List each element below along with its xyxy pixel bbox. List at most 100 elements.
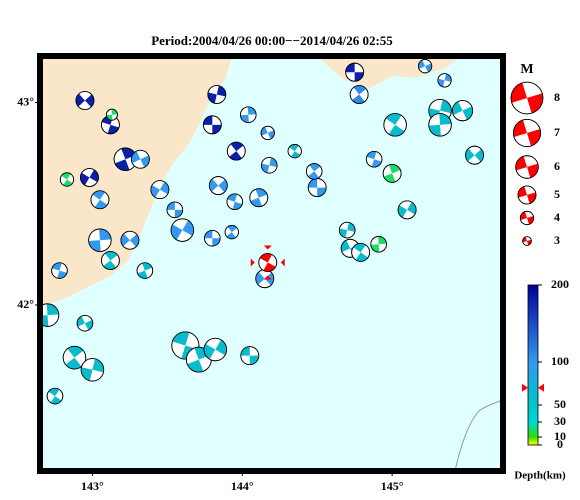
ball-quadrant [388,124,405,137]
focal-mechanism [240,346,260,366]
legend-label: 5 [554,187,560,201]
legend-ball [519,210,535,226]
legend-title: M [520,62,533,77]
focal-mechanism [202,115,222,135]
ball-quadrant [230,142,244,152]
ball-quadrant [462,106,473,120]
ball-edge [75,91,95,110]
ball-edge [101,251,120,270]
focal-mechanism [150,180,170,200]
focal-mechanism [437,73,452,88]
ball-quadrant [75,93,85,107]
ball-quadrant [88,240,101,252]
ball-edge [208,176,228,195]
ball-quadrant [131,151,141,164]
x-tick-label: 144° [231,479,254,493]
focal-mechanism [260,125,275,141]
ball-quadrant [209,178,219,192]
focal-mechanism [51,262,68,279]
ball-quadrant [354,72,364,82]
focal-mechanism [417,59,433,74]
ball-quadrant [440,99,452,114]
ball-edge [62,345,87,370]
focal-mechanism [76,314,94,332]
ball-quadrant [89,169,99,183]
ball-edge [451,100,474,122]
focal-mechanism [338,221,356,239]
focal-mechanism [224,225,239,240]
ball-quadrant [204,230,213,239]
ball-quadrant [437,78,445,87]
legend-label: 4 [554,210,560,224]
ball-edge [170,218,195,242]
legend-label: 7 [554,125,560,139]
focal-mechanism [345,62,365,82]
ball-quadrant [240,114,249,123]
focal-mechanism [370,236,387,253]
ball-edge [80,358,105,382]
focal-mechanism [40,303,60,327]
focal-mechanism [88,228,112,252]
depth-tick-label: 100 [551,354,569,368]
focal-mechanism [90,190,110,210]
focal-mechanism [383,113,407,137]
ball-edge [365,150,383,168]
ball-quadrant [353,243,366,253]
ball-quadrant [249,355,259,365]
focal-mechanism [226,193,244,211]
event-pointer [263,245,272,250]
ball-edge [383,113,407,137]
ball-edge [90,190,110,210]
ball-edge [428,113,452,137]
ball-edge [240,106,257,123]
ball-quadrant [370,244,380,253]
focal-mechanism [101,251,120,270]
ball-edge [287,144,302,159]
focal-mechanism [130,149,150,169]
focal-mechanism [261,157,278,174]
depth-tick-label: 30 [554,414,566,428]
ball-quadrant [65,357,82,369]
ball-quadrant [226,232,236,239]
depth-marker [522,383,528,392]
ball-quadrant [290,151,301,158]
ball-quadrant [309,163,321,172]
ball-quadrant [216,85,226,97]
ball-edge [130,149,150,169]
map-title: Period:2004/04/26 00:00−−2014/04/26 02:5… [151,33,393,48]
ball-edge [305,163,323,180]
ball-quadrant [159,181,169,195]
ball-quadrant [255,272,265,285]
depth-tick-label: 200 [551,277,569,291]
focal-mechanism [136,262,154,279]
ball-edge [349,85,369,104]
ball-quadrant [106,114,113,121]
focal-mechanism [465,145,484,165]
ball-quadrant [398,205,408,218]
focal-mechanism [105,108,118,121]
ball-quadrant [120,233,130,247]
focal-mechanism [113,147,138,171]
ball-quadrant [218,179,228,193]
x-tick-label: 145° [381,479,404,493]
focal-mechanism [226,141,246,161]
ball-quadrant [240,346,250,356]
legend-label: 6 [554,159,560,173]
ball-quadrant [407,202,417,215]
ball-edge [105,108,118,121]
ball-edge [207,85,227,104]
ball-quadrant [212,124,222,134]
focal-mechanism [203,337,228,362]
ball-quadrant [207,92,217,104]
trench-line [454,399,503,471]
depth-label: Depth(km) [514,470,566,482]
legend-ball [513,119,542,148]
ball-quadrant [167,202,175,210]
ball-edge [204,229,221,247]
ball-quadrant [269,157,278,168]
ball-quadrant [465,148,475,162]
ball-quadrant [352,94,365,104]
focal-mechanism [349,85,369,104]
ball-quadrant [129,234,139,247]
legend-ball [515,155,539,179]
